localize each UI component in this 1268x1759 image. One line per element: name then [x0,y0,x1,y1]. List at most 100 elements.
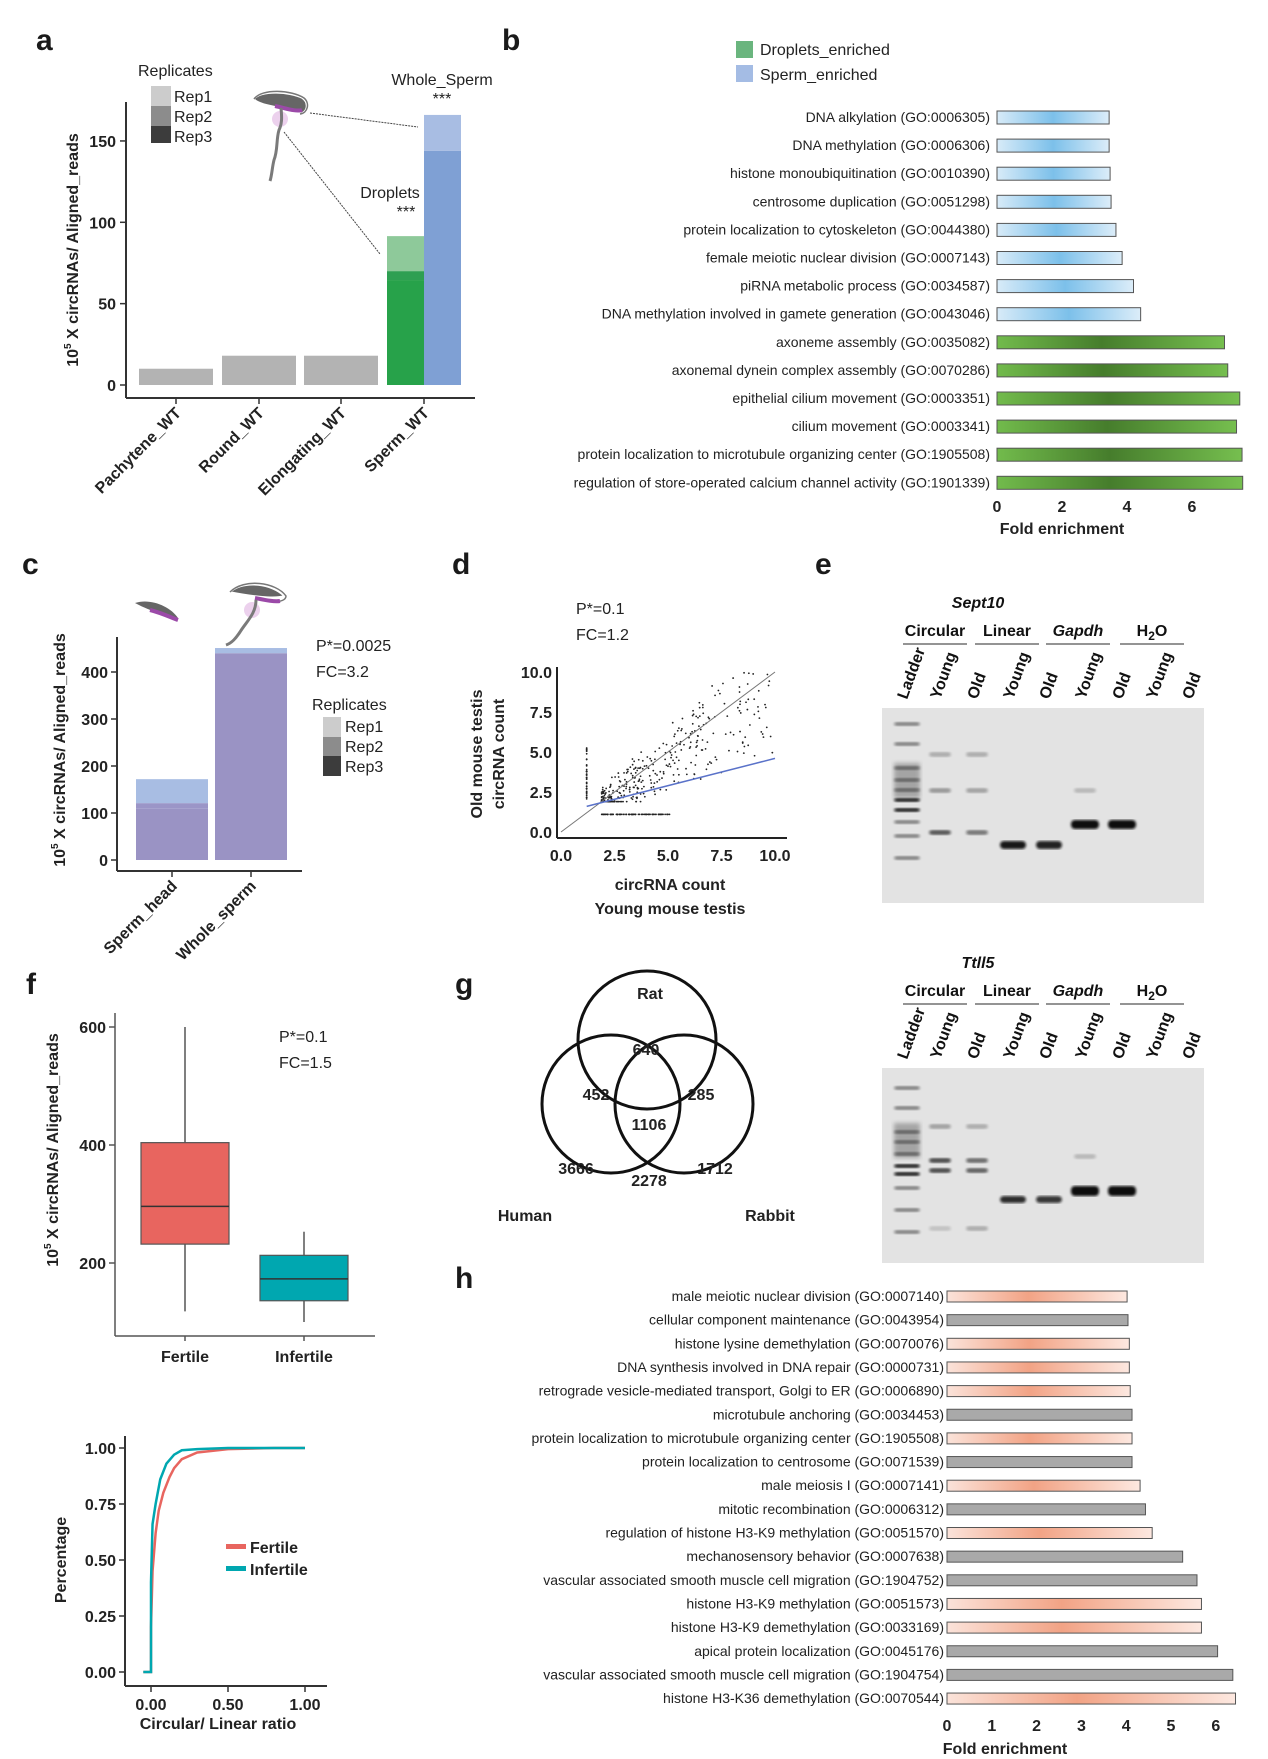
ecdf-y-axis-label: Percentage [53,1517,70,1603]
panel-f-chart: 200 400 600 Fertile Infertile 105 X circRNA… [43,1013,375,1733]
d-point [696,734,699,737]
h-go-term-label: protein localization to centrosome (GO:0… [642,1454,944,1470]
h-go-term-label: histone lysine demethylation (GO:0070076… [675,1335,944,1351]
d-point [684,732,687,735]
d-point [675,742,678,745]
d-point [585,796,588,799]
a-label-droplets: Droplets [360,185,420,202]
d-point [619,800,622,803]
d-point [743,671,745,674]
d-point [648,813,651,816]
d-point [611,776,613,779]
d-point [630,797,633,799]
d-point [698,706,701,709]
d-point [654,793,656,796]
d-point [625,772,628,774]
h-bar-gray [946,1408,1133,1421]
gel-group-label: Linear [983,623,1031,640]
d-point [640,813,643,816]
gel-circular-band [929,1226,951,1231]
ecdf-legend-swatch-fertile [226,1544,246,1549]
d-y-axis-label: Old mouse testis [469,689,486,818]
d-point [757,705,759,708]
a-legend-rep3: Rep3 [174,129,212,146]
h-go-term-label: vascular associated smooth muscle cell m… [543,1666,944,1682]
d-point [701,739,704,741]
venn-human-only: 3666 [558,1161,594,1178]
d-point [601,786,604,789]
gel-circular-band [966,788,988,793]
gel-ladder-band [894,856,920,860]
d-point [628,788,631,791]
h2o-o: O [1155,983,1167,1000]
d-point [728,749,730,752]
b-bar-droplets [996,335,1225,350]
c-legend-swatch-rep1 [323,717,341,737]
d-point [623,794,626,797]
d-point [631,763,634,766]
d-point [638,779,641,782]
panel-letter-g: g [455,968,474,1001]
d-point [649,757,652,760]
d-point [620,794,623,797]
d-point [648,774,651,777]
c-bar-Sperm_head-rep3 [136,779,208,804]
h-go-term-label: histone H3-K36 demethylation (GO:0070544… [663,1690,944,1706]
d-point [585,758,588,761]
d-point [673,733,676,736]
d-point [653,790,656,793]
d-point [618,785,621,788]
ecdf-xtick-label: 1.00 [289,1697,320,1714]
d-point [715,758,718,761]
d-point [628,786,631,789]
gel-linear-band [1000,1196,1026,1203]
d-point [628,813,631,816]
d-point [612,789,614,792]
a-legend-rep2: Rep2 [174,109,212,126]
d-point [707,763,709,766]
gel-image [882,708,1204,903]
c-legend-rep2: Rep2 [345,739,383,756]
h-go-term-label: cellular component maintenance (GO:00439… [649,1312,944,1328]
gel-circular-band [966,830,988,835]
d-point [753,713,756,716]
d-point [717,689,720,692]
gel-gapdh-band [1108,820,1136,829]
venn-circle-rat [576,969,718,1111]
d-point [653,758,656,761]
d-point [664,758,667,761]
b-bar-sperm [996,138,1110,153]
f-box-Infertile [259,1254,349,1302]
d-point [654,813,657,816]
h-bar-gray [946,1550,1184,1563]
d-point [693,773,696,775]
d-point [631,774,634,777]
d-x-axis-label: circRNA count [615,877,726,894]
ecdf-ytick-label: 0.00 [85,1665,116,1682]
h-xtick-label: 2 [1032,1718,1041,1735]
b-xtick-label: 4 [1123,499,1132,516]
gel-ladder-band [894,1208,920,1212]
h2o-sub: 2 [1148,629,1155,643]
d-point [671,745,674,747]
h-go-term-label: male meiotic nuclear division (GO:000714… [672,1288,944,1304]
d-point [638,778,641,781]
d-point [769,735,772,738]
d-point [628,791,631,793]
venn-rat-only: 640 [633,1042,660,1059]
d-point [633,768,635,770]
d-point [643,765,646,768]
d-point [675,756,678,759]
h-bar-gray [946,1574,1198,1587]
ecdf-legend-infertile: Infertile [250,1562,308,1579]
h-go-term-label: retrograde vesicle-mediated transport, G… [539,1383,944,1399]
venn-all: 1106 [632,1117,667,1134]
gel-ladder-smear [894,1123,920,1158]
d-point [690,761,692,764]
h-go-term-label: histone H3-K9 methylation (GO:0051573) [686,1595,944,1611]
h-bar-orange [946,1361,1130,1374]
ecdf-x-axis-label: Circular/ Linear ratio [140,1716,297,1733]
d-point [747,744,750,747]
h-bar-orange [946,1692,1237,1705]
